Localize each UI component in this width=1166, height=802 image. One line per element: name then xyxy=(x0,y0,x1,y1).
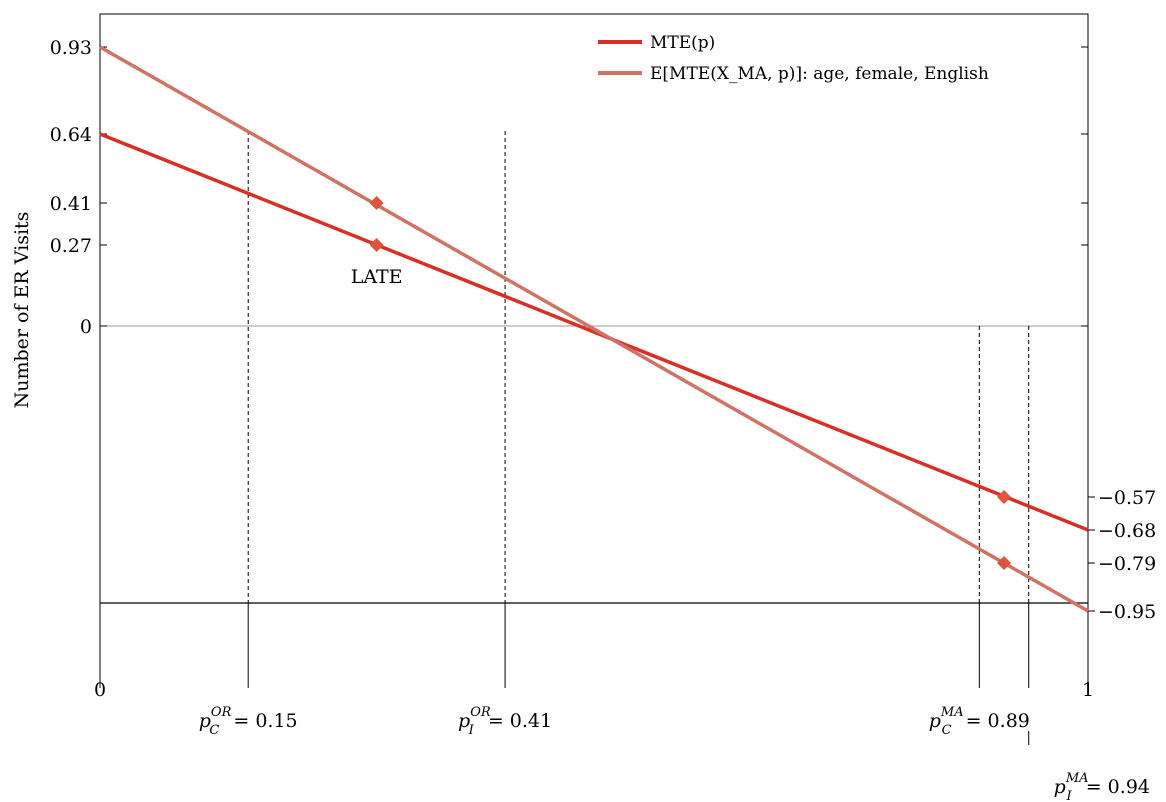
series-lines xyxy=(99,45,1089,613)
legend: MTE(p) E[MTE(X_MA, p)]: age, female, Engl… xyxy=(598,33,989,84)
series-markers: LATE xyxy=(351,196,1012,570)
series-line-mte xyxy=(99,132,1089,532)
marker-label-0: LATE xyxy=(351,266,403,288)
left-tick-label-4: 0 xyxy=(80,316,92,338)
x-end-label-0: 0 xyxy=(94,679,106,701)
left-tick-label-0: 0.93 xyxy=(50,37,92,59)
marker-mte-2 xyxy=(997,490,1012,504)
marker-mte-0 xyxy=(369,238,384,252)
vline-label-0: pOR C = 0.15 xyxy=(199,705,298,738)
right-tick-label-2: −0.79 xyxy=(1098,553,1156,575)
legend-label-conditional: E[MTE(X_MA, p)]: age, female, English xyxy=(650,64,989,84)
legend-label-mte: MTE(p) xyxy=(650,33,715,53)
right-tick-label-3: −0.95 xyxy=(1098,601,1156,623)
y-axis-label: Number of ER Visits xyxy=(11,212,33,409)
left-tick-label-3: 0.27 xyxy=(50,235,92,257)
left-y-ticks: 0.93 0.64 0.41 0.27 0 xyxy=(50,37,1088,338)
marker-conditional-1 xyxy=(369,196,384,210)
left-tick-label-2: 0.41 xyxy=(50,193,92,215)
right-y-ticks: −0.57 −0.68 −0.79 −0.95 xyxy=(1088,487,1156,623)
vline-label-1: pOR I = 0.41 xyxy=(458,705,552,738)
left-tick-label-1: 0.64 xyxy=(50,124,92,146)
series-line-conditional xyxy=(99,45,1089,613)
right-tick-label-1: −0.68 xyxy=(1098,520,1156,542)
marker-conditional-3 xyxy=(997,556,1012,570)
threshold-lines: pOR C = 0.15 pOR I = 0.41 pMA C = 0.89 pMA I = … xyxy=(199,131,1150,802)
right-tick-label-0: −0.57 xyxy=(1098,487,1156,509)
vline-label-2: pMA C = 0.89 xyxy=(929,705,1030,738)
vline-label-3: pMA I = 0.94 xyxy=(1054,771,1150,802)
x-end-label-1: 1 xyxy=(1082,679,1094,701)
